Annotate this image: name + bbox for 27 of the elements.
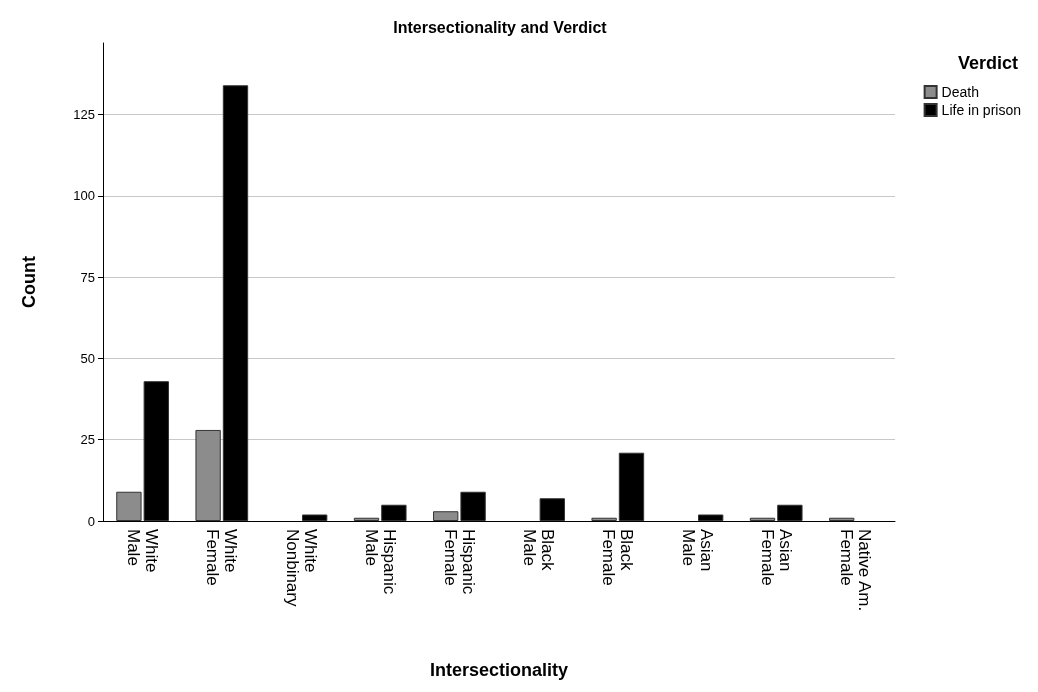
legend-title: Verdict — [957, 53, 1019, 73]
bar — [353, 517, 380, 521]
legend-label: Life in prison — [941, 102, 1022, 118]
x-tick-label: White Male — [124, 529, 162, 573]
x-tick-label: Asian Male — [678, 529, 716, 572]
y-tick-label: 125 — [73, 107, 95, 123]
y-tick-label: 25 — [80, 432, 95, 448]
y-tick-label: 100 — [73, 188, 95, 204]
x-tick-label: Black Female — [599, 529, 637, 586]
x-tick-label: White Female — [203, 529, 241, 586]
y-tick-label: 50 — [80, 350, 95, 366]
bar — [195, 429, 221, 521]
x-axis-title: Intersectionality — [429, 660, 569, 680]
legend-label: Death — [941, 84, 979, 100]
x-tick-label: Asian Female — [757, 529, 795, 586]
bar — [829, 517, 855, 521]
x-tick-label: Native Am. Female — [836, 529, 874, 612]
y-tick-label: 0 — [87, 513, 95, 529]
x-tick-label: Hispanic Male — [361, 529, 399, 595]
x-tick-label: White Nonbinary — [282, 529, 320, 607]
bar — [591, 517, 617, 521]
bar — [749, 517, 776, 521]
x-tick-label: Hispanic Female — [440, 529, 478, 595]
x-tick-label: Black Male — [520, 529, 558, 572]
y-axis-title: Count — [19, 256, 39, 308]
y-tick-label: 75 — [80, 269, 95, 285]
chart-title: Intersectionality and Verdict — [393, 18, 608, 36]
